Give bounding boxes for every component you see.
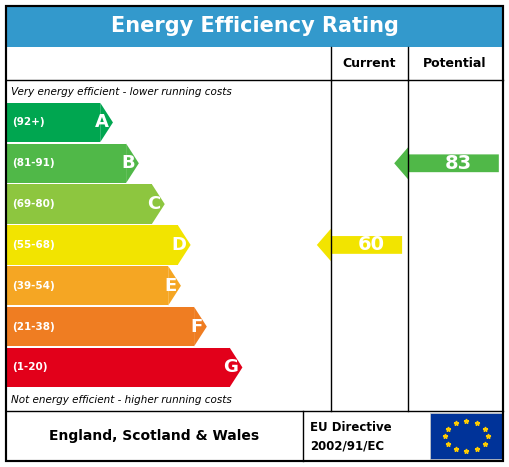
Text: Current: Current bbox=[342, 57, 396, 70]
Text: EU Directive: EU Directive bbox=[310, 421, 392, 434]
Text: D: D bbox=[172, 236, 187, 254]
Text: (39-54): (39-54) bbox=[12, 281, 55, 291]
Bar bbox=[6, 143, 126, 183]
Polygon shape bbox=[100, 103, 113, 142]
Polygon shape bbox=[317, 229, 402, 261]
Text: 83: 83 bbox=[445, 154, 472, 173]
Bar bbox=[6, 411, 503, 461]
Bar bbox=[6, 307, 194, 347]
Polygon shape bbox=[178, 225, 191, 265]
Text: (21-38): (21-38) bbox=[12, 322, 55, 332]
Text: G: G bbox=[223, 359, 238, 376]
Bar bbox=[430, 413, 503, 459]
Text: (81-91): (81-91) bbox=[12, 158, 55, 168]
Text: C: C bbox=[148, 195, 161, 213]
Text: 2002/91/EC: 2002/91/EC bbox=[310, 440, 385, 453]
Polygon shape bbox=[394, 147, 499, 179]
Text: Energy Efficiency Rating: Energy Efficiency Rating bbox=[110, 16, 399, 36]
Bar bbox=[6, 225, 178, 265]
Text: A: A bbox=[95, 113, 109, 131]
Text: (69-80): (69-80) bbox=[12, 199, 55, 209]
Text: (55-68): (55-68) bbox=[12, 240, 55, 250]
Bar bbox=[6, 184, 152, 224]
Polygon shape bbox=[194, 307, 207, 347]
Text: F: F bbox=[190, 318, 203, 336]
Text: E: E bbox=[164, 277, 177, 295]
Bar bbox=[6, 266, 168, 305]
Text: Not energy efficient - higher running costs: Not energy efficient - higher running co… bbox=[11, 395, 232, 405]
Text: 60: 60 bbox=[358, 235, 385, 255]
Text: Potential: Potential bbox=[423, 57, 487, 70]
Bar bbox=[6, 103, 100, 142]
Text: (92+): (92+) bbox=[12, 118, 45, 127]
Text: B: B bbox=[121, 154, 135, 172]
Text: (1-20): (1-20) bbox=[12, 362, 48, 372]
Polygon shape bbox=[168, 266, 181, 305]
Bar bbox=[6, 348, 230, 387]
Polygon shape bbox=[152, 184, 165, 224]
Bar bbox=[6, 6, 503, 47]
Polygon shape bbox=[230, 348, 242, 387]
Text: England, Scotland & Wales: England, Scotland & Wales bbox=[49, 429, 260, 443]
Polygon shape bbox=[126, 143, 139, 183]
Text: Very energy efficient - lower running costs: Very energy efficient - lower running co… bbox=[11, 86, 232, 97]
